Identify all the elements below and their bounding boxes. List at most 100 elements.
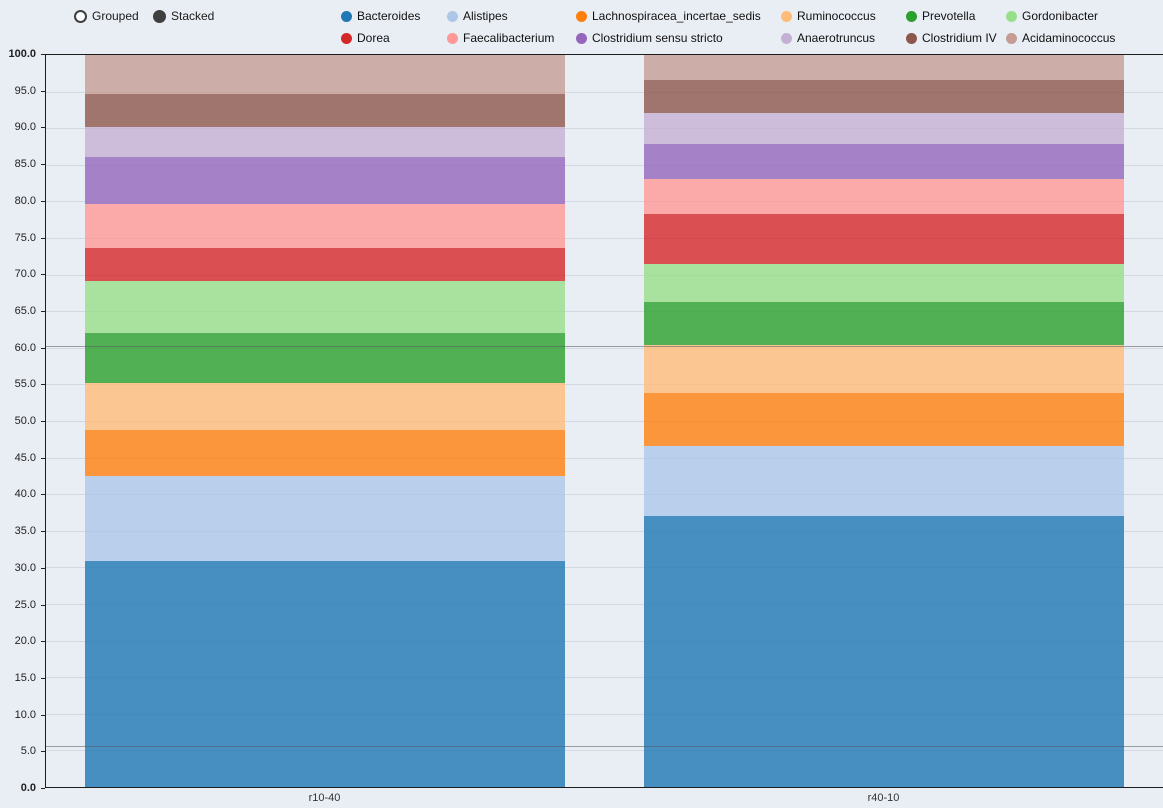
gridline — [46, 713, 1163, 715]
y-tick-mark — [41, 310, 45, 312]
y-tick-label: 5.0 — [20, 745, 36, 758]
swatch-icon — [906, 10, 917, 22]
stacked-bar-r10-40[interactable] — [85, 55, 566, 787]
y-tick-label: 100.0 — [8, 48, 36, 60]
gridline — [46, 494, 1163, 496]
y-axis: 100.0 95.0 90.0 85.0 80.0 75.0 70.0 65.0 60.0 55.… — [0, 48, 45, 794]
y-tick-mark — [41, 714, 45, 716]
bar-segment-clostridium-iv[interactable] — [85, 93, 566, 127]
legend-item-dorea[interactable]: Dorea — [341, 31, 447, 45]
legend-label: Anaerotruncus — [797, 31, 876, 45]
bar-segment-lachnospiracea-incertae-sedis[interactable] — [643, 393, 1124, 446]
swatch-icon — [781, 10, 792, 22]
legend-item-bacteroides[interactable]: Bacteroides — [341, 9, 447, 23]
gridline — [46, 347, 1163, 349]
gridline — [46, 238, 1163, 239]
y-tick-label: 40.0 — [14, 488, 36, 501]
legend-item-ruminococcus[interactable]: Ruminococcus — [781, 9, 906, 23]
y-tick-mark — [41, 788, 45, 789]
bar-segment-acidaminococcus[interactable] — [85, 55, 566, 94]
y-tick-label: 10.0 — [14, 708, 36, 721]
y-tick-mark — [41, 347, 45, 349]
swatch-icon — [341, 32, 352, 44]
bar-segment-bacteroides[interactable] — [85, 560, 566, 787]
gridline — [46, 677, 1163, 679]
y-tick-mark — [41, 677, 45, 679]
swatch-icon — [341, 10, 352, 22]
stacked-radio-icon[interactable] — [153, 9, 166, 23]
gridline — [46, 384, 1163, 386]
legend-item-gordonibacter[interactable]: Gordonibacter — [1006, 9, 1161, 23]
grouped-radio-icon[interactable] — [74, 9, 87, 23]
bar-segment-gordonibacter[interactable] — [643, 263, 1124, 303]
y-tick-mark — [41, 641, 45, 643]
bar-segment-alistipes[interactable] — [643, 445, 1124, 517]
y-tick-mark — [41, 604, 45, 606]
y-tick-mark — [41, 90, 45, 92]
legend-label: Gordonibacter — [1022, 9, 1099, 23]
bar-segment-ruminococcus[interactable] — [643, 344, 1124, 394]
legend-item-clostridium-sensu-stricto[interactable]: Clostridium sensu stricto — [576, 31, 781, 45]
bar-segment-bacteroides[interactable] — [643, 516, 1124, 787]
stacked-toggle-label: Stacked — [171, 9, 215, 23]
gridline — [46, 530, 1163, 532]
legend-item-lachnospiracea-incertae-sedis[interactable]: Lachnospiracea_incertae_sedis — [576, 9, 781, 23]
y-tick-label: 55.0 — [14, 378, 36, 391]
legend-label: Dorea — [357, 31, 390, 45]
legend-item-faecalibacterium[interactable]: Faecalibacterium — [447, 31, 576, 45]
gridline — [46, 164, 1163, 166]
bar-segment-anaerotruncus[interactable] — [85, 126, 566, 157]
stacked-bar-r40-10[interactable] — [643, 55, 1124, 787]
bar-segment-prevotella[interactable] — [85, 333, 566, 383]
bar-segment-faecalibacterium[interactable] — [85, 204, 566, 248]
gridline — [46, 91, 1163, 93]
bar-segment-gordonibacter[interactable] — [85, 281, 566, 334]
bar-segment-acidaminococcus[interactable] — [643, 55, 1124, 80]
y-tick-mark — [41, 164, 45, 166]
bar-segment-prevotella[interactable] — [643, 302, 1124, 345]
swatch-icon — [576, 32, 587, 44]
y-tick-mark — [41, 751, 45, 753]
y-tick-mark — [41, 531, 45, 533]
bar-segment-clostridium-sensu-stricto[interactable] — [643, 143, 1124, 179]
reference-line — [46, 746, 1163, 747]
bar-segment-ruminococcus[interactable] — [85, 382, 566, 430]
bar-segment-dorea[interactable] — [643, 213, 1124, 264]
mode-toggle-grouped[interactable]: Grouped — [74, 9, 139, 23]
bar-segment-clostridium-sensu-stricto[interactable] — [85, 156, 566, 205]
swatch-icon — [1006, 10, 1017, 22]
y-tick-label: 65.0 — [14, 304, 36, 317]
legend-item-alistipes[interactable]: Alistipes — [447, 9, 576, 23]
swatch-icon — [447, 32, 458, 44]
x-axis-label: r10-40 — [308, 792, 341, 804]
y-tick-mark — [41, 421, 45, 422]
y-tick-label: 50.0 — [14, 415, 36, 427]
bar-segment-alistipes[interactable] — [85, 475, 566, 561]
legend-item-acidaminococcus[interactable]: Acidaminococcus — [1006, 31, 1161, 45]
legend-label: Clostridium IV — [922, 31, 997, 45]
legend-label: Ruminococcus — [797, 9, 876, 23]
legend-item-anaerotruncus[interactable]: Anaerotruncus — [781, 31, 906, 45]
bar-segment-lachnospiracea-incertae-sedis[interactable] — [85, 429, 566, 476]
gridline — [46, 274, 1163, 276]
legend-item-clostridium-iv[interactable]: Clostridium IV — [906, 31, 1006, 45]
gridline — [46, 201, 1163, 203]
y-tick-label: 35.0 — [14, 525, 36, 538]
legend-label: Lachnospiracea_incertae_sedis — [592, 9, 761, 23]
y-tick-mark — [41, 457, 45, 459]
swatch-icon — [906, 32, 917, 44]
bar-segment-clostridium-iv[interactable] — [643, 79, 1124, 113]
legend-label: Prevotella — [922, 9, 976, 23]
y-tick-label: 60.0 — [14, 341, 36, 354]
y-tick-label: 70.0 — [14, 268, 36, 281]
bar-segment-anaerotruncus[interactable] — [643, 112, 1124, 144]
swatch-icon — [576, 10, 587, 22]
gridline — [46, 457, 1163, 459]
bar-group-r10-40 — [46, 55, 605, 787]
bar-segment-faecalibacterium[interactable] — [643, 178, 1124, 214]
mode-toggle-stacked[interactable]: Stacked — [153, 9, 214, 23]
legend-item-prevotella[interactable]: Prevotella — [906, 9, 1006, 23]
bar-segment-dorea[interactable] — [85, 247, 566, 282]
y-tick-label: 0.0 — [20, 782, 36, 794]
y-tick-label: 85.0 — [14, 158, 36, 171]
